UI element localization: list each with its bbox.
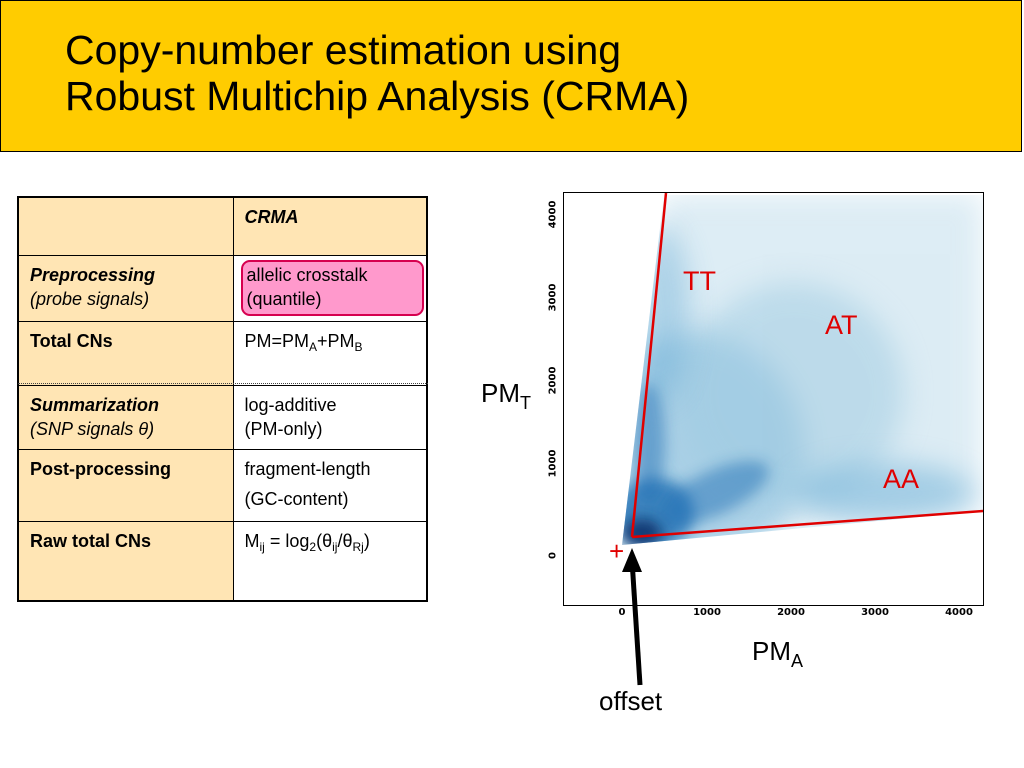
row-value-summarization: log-additive (PM-only)	[232, 384, 428, 450]
region-label-at: AT	[825, 310, 858, 340]
subscript-2: 2	[309, 539, 317, 554]
subscript-b: B	[354, 339, 363, 354]
offset-label: offset	[599, 686, 663, 716]
theta-symbol: θ	[342, 530, 353, 551]
preprocessing-value-2: (quantile)	[246, 288, 322, 309]
theta-symbol: θ	[322, 530, 333, 551]
subscript-ij: ij	[332, 539, 338, 554]
summarization-sublabel-close: )	[148, 418, 155, 439]
row-label-raw-total-cns: Raw total CNs	[17, 520, 234, 602]
row-value-total-cns: PM=PMA+PMB	[232, 320, 428, 386]
summarization-label: Summarization	[30, 394, 160, 415]
slide-title-line-1: Copy-number estimation using	[65, 27, 622, 73]
y-axis-label-text: PM	[481, 378, 520, 408]
tt-boundary-line	[630, 192, 668, 538]
row-label-preprocessing: Preprocessing (probe signals)	[17, 254, 234, 322]
preprocessing-value-1: allelic crosstalk	[246, 264, 368, 285]
row-label-post-processing: Post-processing	[17, 448, 234, 522]
x-tick-label: 3000	[861, 607, 889, 618]
x-tick-label: 4000	[945, 607, 973, 618]
theta-symbol: θ	[138, 418, 149, 439]
y-tick-label: 3000	[547, 283, 559, 312]
table-corner-cell	[17, 196, 234, 256]
region-label-tt: TT	[683, 266, 716, 296]
summarization-value-2: (PM-only)	[244, 418, 323, 439]
table-row: Total CNs PM=PMA+PMB	[17, 320, 428, 386]
formula-close-paren: )	[363, 530, 370, 551]
x-tick-label: 2000	[777, 607, 805, 618]
region-label-aa: AA	[883, 464, 920, 494]
formula-slash: /	[337, 530, 343, 551]
x-axis-label: PMA	[752, 636, 803, 672]
total-cns-formula-a: PM=PM	[244, 330, 310, 351]
formula-m: M	[244, 530, 260, 551]
table-row: Summarization (SNP signals θ) log-additi…	[17, 384, 428, 450]
formula-open-paren: (	[316, 530, 323, 551]
dotted-divider	[18, 383, 428, 384]
post-processing-value-2: (GC-content)	[244, 488, 349, 509]
y-axis-label-sub: T	[520, 393, 531, 413]
y-tick-label: 0	[547, 552, 559, 559]
aa-boundary-line	[631, 509, 984, 539]
subscript-a: A	[309, 339, 318, 354]
slide-title-bar: Copy-number estimation using Robust Mult…	[0, 0, 1022, 152]
preprocessing-sublabel: (probe signals)	[30, 288, 150, 309]
table-row: Preprocessing (probe signals) allelic cr…	[17, 254, 428, 322]
x-tick-label: 1000	[693, 607, 721, 618]
total-cns-formula-b: +PM	[317, 330, 355, 351]
post-processing-value-1: fragment-length	[244, 458, 371, 479]
formula-eq-log: = log	[264, 530, 310, 551]
y-tick-label: 1000	[547, 449, 559, 478]
row-value-post-processing: fragment-length (GC-content)	[232, 448, 428, 522]
preprocessing-label: Preprocessing	[30, 264, 156, 285]
table-row: Raw total CNs Mij = log2(θij/θRj)	[17, 520, 428, 602]
crma-table: CRMA Preprocessing (probe signals) allel…	[17, 196, 428, 602]
summarization-sublabel: (SNP signals θ)	[30, 417, 223, 441]
slide-title-line-2: Robust Multichip Analysis (CRMA)	[65, 73, 690, 119]
row-value-preprocessing: allelic crosstalk (quantile)	[232, 254, 428, 322]
summarization-sublabel-text: (SNP signals	[30, 418, 139, 439]
row-value-raw-total-cns: Mij = log2(θij/θRj)	[232, 520, 428, 602]
x-axis-label-text: PM	[752, 636, 791, 666]
plus-marker: +	[609, 536, 625, 566]
y-tick-label: 2000	[547, 366, 559, 395]
table-row: Post-processing fragment-length (GC-cont…	[17, 448, 428, 522]
table-header-crma: CRMA	[232, 196, 428, 256]
row-label-summarization: Summarization (SNP signals θ)	[17, 384, 234, 450]
offset-arrow	[622, 548, 643, 686]
table-row: CRMA	[17, 196, 428, 256]
x-tick-label: 0	[618, 607, 626, 618]
x-axis-label-sub: A	[791, 651, 804, 671]
density-plot-svg	[622, 192, 984, 545]
density-scatter-plot	[563, 192, 984, 606]
row-label-total-cns: Total CNs	[17, 320, 234, 386]
highlighted-cell: allelic crosstalk (quantile)	[240, 259, 424, 316]
summarization-value-1: log-additive	[244, 394, 337, 415]
subscript-ij: ij	[259, 539, 265, 554]
y-tick-label: 4000	[547, 200, 559, 229]
y-axis-label: PMT	[481, 378, 531, 414]
subscript-rj: Rj	[352, 539, 364, 554]
